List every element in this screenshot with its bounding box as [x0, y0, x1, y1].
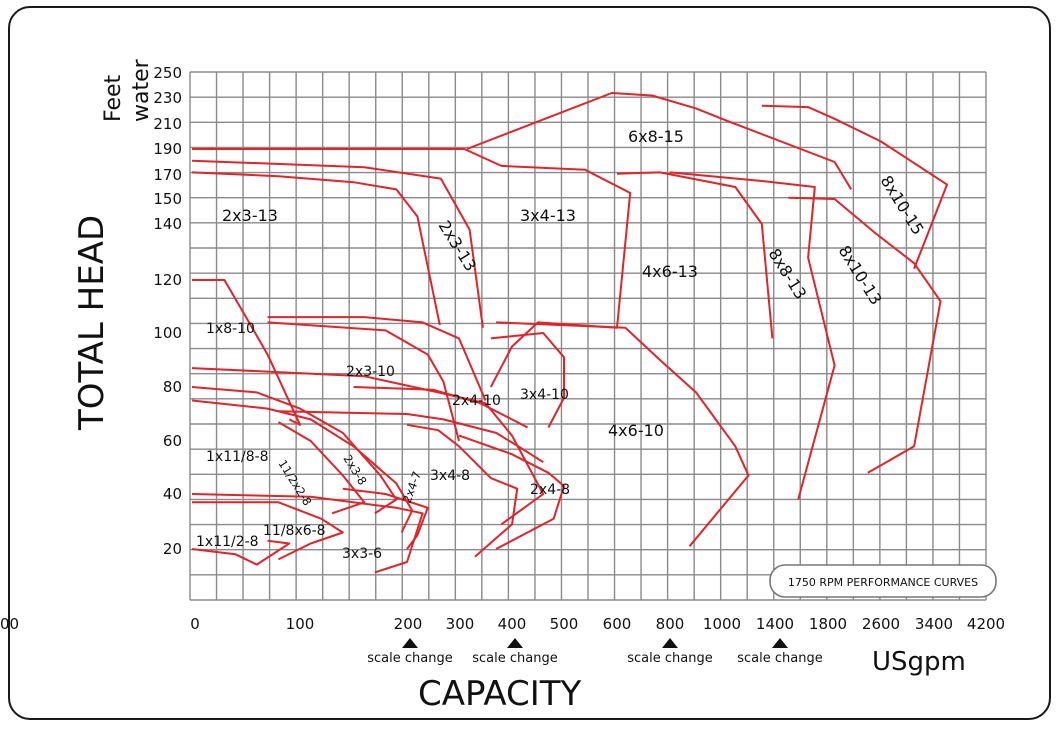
y-tick-label: 80: [163, 378, 182, 396]
x-tick-label: 100: [286, 615, 315, 633]
x-tick-label: 500: [550, 615, 579, 633]
curve-2x3-13: [191, 159, 484, 328]
curve-1x11/8-8: [191, 386, 398, 515]
curve-2x3-8: [191, 399, 414, 533]
curve-label: 11/2x2-8: [275, 457, 314, 508]
y-units-line1: Feet: [101, 74, 126, 122]
y-tick-label: 150: [153, 190, 182, 208]
curve-label: 1x8-10: [206, 321, 255, 337]
chart-frame: [8, 6, 1051, 720]
scale-change-arrow: [402, 638, 418, 648]
performance-curves: [191, 92, 948, 574]
y-tick-label: 60: [163, 432, 182, 450]
scale-change-label: scale change: [737, 651, 822, 666]
x-tick-labels: 0 100 200 300 400 500 600 800 1000 1400 1800 2600 34…: [0, 615, 1005, 633]
curve-8x10-15: [761, 104, 948, 270]
y-tick-label: 20: [163, 540, 182, 558]
curve-2x3-10: [267, 321, 460, 442]
y-tick-label: 40: [163, 485, 182, 503]
y-tick-label: 170: [153, 166, 182, 184]
curve-label: 2x4-10: [452, 393, 501, 409]
curve-label: 8x10-15: [877, 172, 928, 238]
rpm-badge: [769, 564, 997, 598]
curve-label: 1x11/2-8: [196, 534, 259, 550]
x-tick-label: 1800: [809, 615, 847, 633]
curve-4x6-10: [496, 321, 750, 547]
curve-label: 2x3-13: [435, 217, 481, 275]
curve-11/2x2-8: [277, 421, 366, 515]
scale-change-markers: scale change scale change scale change scal…: [367, 638, 823, 666]
x-tick-label: 2600: [862, 615, 900, 633]
y-units-line2: water: [129, 58, 154, 122]
x-tick-label: 1400: [756, 615, 794, 633]
y-axis-title: TOTAL HEAD: [72, 215, 112, 431]
curve-8x10-13: [788, 196, 942, 474]
curve-label: 11/8x6-8: [263, 523, 326, 539]
curve-label: 6x8-15: [628, 127, 684, 146]
x-tick-label: 600: [603, 615, 632, 633]
grid: [189, 71, 987, 601]
curve-label: 4x6-13: [642, 262, 698, 281]
curve-1x11/2-8: [191, 539, 291, 566]
y-tick-label: 230: [153, 89, 182, 107]
curve-label: 4x6-10: [608, 421, 664, 440]
curve-label: 2x3-13: [222, 206, 278, 225]
x-tick-label: 800: [656, 615, 685, 633]
scale-change-arrow: [507, 638, 523, 648]
curve-3x4-10: [191, 367, 545, 526]
curve-label: 3x3-6: [342, 546, 382, 562]
y-tick-label: 250: [153, 64, 182, 82]
x-units-label: USgpm: [872, 647, 966, 677]
curve-11/8x6-8: [192, 501, 344, 561]
y-tick-label: 210: [153, 115, 182, 133]
x-tick-label: 400: [498, 615, 527, 633]
x-tick-label: 0: [190, 615, 200, 633]
y-tick-label: 190: [153, 140, 182, 158]
x-tick-label: 3400: [915, 615, 953, 633]
curve-label: 2x3-10: [346, 364, 395, 380]
rpm-badge-text: 1750 RPM PERFORMANCE CURVES: [788, 576, 978, 589]
scale-change-label: scale change: [367, 651, 452, 666]
x-axis-title: CAPACITY: [418, 674, 582, 714]
curve-2x4-8: [458, 434, 565, 550]
y-tick-label: 120: [153, 271, 182, 289]
scale-change-arrow: [662, 638, 678, 648]
curve-label: 2x4-8: [530, 482, 570, 498]
curve-label: 1x11/8-8: [206, 449, 269, 465]
curve-3x4-13: [192, 148, 632, 388]
curve-3x3-6: [191, 493, 424, 574]
x-tick-label: 200: [394, 615, 423, 633]
scale-change-label: scale change: [627, 651, 712, 666]
curve-3x4-10: [278, 410, 544, 464]
x-tick-label: 4200: [967, 615, 1005, 633]
curve-3x4-10: [490, 332, 565, 428]
y-tick-label: 140: [153, 215, 182, 233]
scale-change-arrow: [772, 638, 788, 648]
curve-1x8-10: [192, 279, 301, 426]
curve-2x3-13: [191, 171, 441, 326]
x-tick-label: 5000: [0, 615, 19, 633]
curve-3x4-8: [406, 423, 519, 558]
curve-4x6-13: [616, 171, 774, 339]
x-tick-label: 300: [446, 615, 475, 633]
curve-label: 3x4-10: [520, 387, 569, 403]
y-tick-labels: 250 230 210 190 170 150 140 120 100 80 60 40 20: [153, 64, 182, 558]
x-tick-label: 1000: [703, 615, 741, 633]
curve-label: 3x4-13: [520, 206, 576, 225]
scale-change-label: scale change: [472, 651, 557, 666]
curve-2x4-10: [353, 386, 529, 429]
curve-8x8-13: [669, 171, 836, 500]
curve-2x3-10: [267, 316, 487, 401]
curve-label: 3x4-8: [430, 468, 470, 484]
y-tick-label: 100: [153, 324, 182, 342]
curve-6x8-15: [466, 92, 853, 190]
